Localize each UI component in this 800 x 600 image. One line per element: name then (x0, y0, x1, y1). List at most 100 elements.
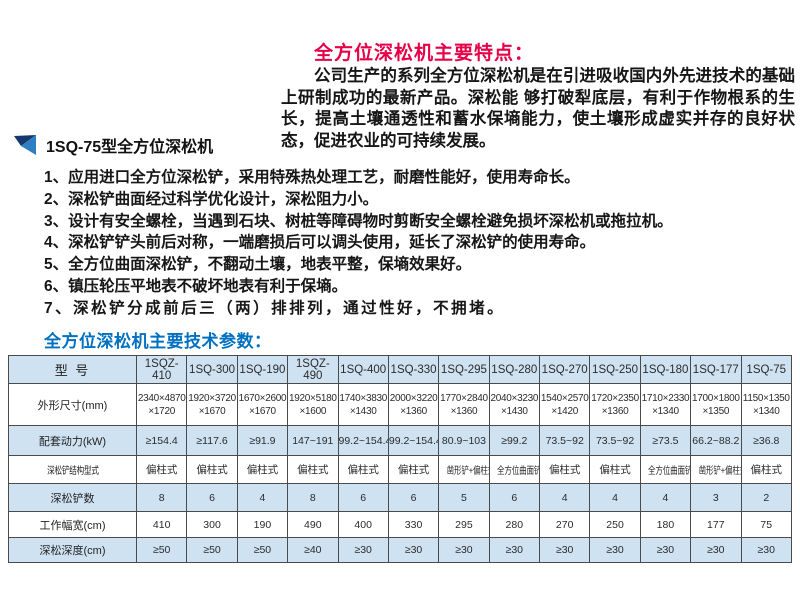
features-title: 全方位深松机主要特点： (314, 43, 535, 64)
spec-value-cell: ≥30 (740, 537, 792, 563)
spec-value-cell: 99.2~154.4 (387, 425, 440, 456)
spec-value-cell: 330 (387, 511, 440, 538)
spec-value-cell: ≥99.2 (488, 425, 541, 456)
row-label: 深松铲结构型式 (8, 455, 137, 484)
spec-value-cell: 490 (287, 511, 339, 538)
spec-value-cell: 偏柱式 (337, 455, 389, 484)
spec-value-cell: ≥50 (186, 537, 238, 563)
spec-value-cell: ≥36.8 (740, 425, 792, 456)
row-label-model: 型 号 (8, 355, 137, 384)
spec-value-cell: 偏柱式 (589, 455, 641, 484)
spec-value-cell: 190 (236, 511, 289, 538)
spec-value-cell: 295 (438, 511, 490, 538)
spec-value-cell: 1150×1350 ×1340 (740, 383, 792, 426)
spec-value-cell: 3 (690, 483, 742, 512)
spec-value-cell: ≥30 (589, 537, 641, 563)
spec-value-cell: 全方位曲面铲 (639, 455, 692, 484)
model-header: 1SQ-400 (337, 355, 389, 384)
model-header: 1SQ-295 (438, 355, 490, 384)
spec-value-cell: 6 (488, 483, 541, 512)
model-header: 1SQZ-490 (287, 355, 339, 384)
spec-value-cell: 180 (639, 511, 692, 538)
spec-value-cell: ≥30 (488, 537, 541, 563)
spec-value-cell: ≥50 (236, 537, 289, 563)
spec-value-cell: 偏柱式 (538, 455, 591, 484)
spec-value-cell: 80.9~103 (438, 425, 490, 456)
spec-value-cell: 99.2~154.4 (337, 425, 389, 456)
model-header: 1SQ-177 (690, 355, 742, 384)
row-label: 配套动力(kW) (8, 425, 137, 456)
spec-value-cell: 凿形铲+偏柱式 (438, 455, 490, 484)
row-label: 外形尺寸(mm) (8, 383, 137, 426)
specs-title: 全方位深松机主要技术参数： (44, 332, 272, 351)
spec-value-cell: 1740×3830 ×1430 (337, 383, 389, 426)
spec-value-cell: 偏柱式 (135, 455, 188, 484)
table-header-row: 型 号 1SQZ-410 1SQ-300 1SQ-190 1SQZ-490 1SQ-400… (8, 355, 792, 384)
spec-value-cell: 8 (287, 483, 339, 512)
spec-value-cell: 4 (589, 483, 641, 512)
spec-value-cell: 1770×2840 ×1360 (438, 383, 490, 426)
spec-value-cell: 偏柱式 (287, 455, 339, 484)
model-header: 1SQ-280 (488, 355, 541, 384)
product-name: 1SQ-75型全方位深松机 (46, 139, 214, 156)
feature-item-3: 3、设计有安全螺栓，当遇到石块、树桩等障碍物时剪断安全螺栓避免损坏深松机或拖拉机… (44, 212, 673, 230)
spec-value-cell: 280 (488, 511, 541, 538)
spec-value-cell: 177 (690, 511, 742, 538)
spec-value-cell: 1540×2570 ×1420 (538, 383, 591, 426)
feature-item-1: 1、应用进口全方位深松铲，采用特殊热处理工艺，耐磨性能好，使用寿命长。 (44, 169, 580, 186)
spec-value-cell: ≥73.5 (639, 425, 692, 456)
spec-value-cell: 73.5~92 (538, 425, 591, 456)
spec-value-cell: 6 (387, 483, 440, 512)
table-row: 外形尺寸(mm) 2340×4870 ×1720 1920×3720 ×1670 16… (8, 383, 792, 426)
spec-value-cell: 4 (639, 483, 692, 512)
spec-value-cell: 73.5~92 (589, 425, 641, 456)
spec-value-cell: 250 (589, 511, 641, 538)
spec-value-cell: 300 (186, 511, 238, 538)
feature-item-6: 6、镇压轮压平地表不破坏地表有利于保墒。 (44, 277, 348, 295)
spec-value-cell: 1710×2330 ×1340 (639, 383, 692, 426)
spec-value-cell: ≥50 (135, 537, 188, 563)
spec-value-cell: 2000×3220 ×1360 (387, 383, 440, 426)
table-row: 深松深度(cm) ≥50 ≥50 ≥50 ≥40 ≥30 ≥30 ≥30 ≥30 ≥30 ≥30 ≥3… (8, 537, 792, 563)
spec-value-cell: ≥117.6 (186, 425, 238, 456)
spec-value-cell: 偏柱式 (236, 455, 289, 484)
spec-value-cell: ≥40 (287, 537, 339, 563)
product-heading: 1SQ-75型全方位深松机 (14, 133, 213, 157)
row-label: 深松深度(cm) (8, 537, 137, 563)
spec-value-cell: 全方位曲面铲 (488, 455, 541, 484)
model-header: 1SQ-190 (236, 355, 289, 384)
row-label: 工作幅宽(cm) (8, 511, 137, 538)
spec-value-cell: 4 (538, 483, 591, 512)
model-header: 1SQ-300 (186, 355, 238, 384)
spec-value-cell: 1920×3720 ×1670 (186, 383, 238, 426)
spec-value-cell: ≥30 (538, 537, 591, 563)
spec-value-cell: 270 (538, 511, 591, 538)
feature-item-7: 7、深松铲分成前后三（两）排排列，通过性好，不拥堵。 (44, 299, 506, 317)
spec-value-cell: 1700×1800 ×1350 (690, 383, 742, 426)
feature-list: 1、应用进口全方位深松铲，采用特殊热处理工艺，耐磨性能好，使用寿命长。 2、深松铲… (44, 167, 784, 320)
spec-value-cell: 147~191 (287, 425, 339, 456)
spec-value-cell: 5 (438, 483, 490, 512)
table-row: 工作幅宽(cm) 410 300 190 490 400 330 295 280 270 250 18… (8, 511, 792, 538)
row-label: 深松铲数 (8, 483, 137, 512)
spec-value-cell: 2040×3230 ×1430 (488, 383, 541, 426)
model-header: 1SQ-180 (639, 355, 692, 384)
table-row: 深松铲数 8 6 4 8 6 6 5 6 4 4 4 3 2 (8, 483, 792, 512)
spec-value-cell: 2340×4870 ×1720 (135, 383, 188, 426)
spec-value-cell: 偏柱式 (387, 455, 440, 484)
feature-item-4: 4、深松铲铲头前后对称，一端磨损后可以调头使用，延长了深松铲的使用寿命。 (44, 234, 596, 252)
spec-value-cell: 1720×2350 ×1360 (589, 383, 641, 426)
spec-value-cell: ≥30 (438, 537, 490, 563)
model-header: 1SQ-270 (538, 355, 591, 384)
table-row: 配套动力(kW) ≥154.4 ≥117.6 ≥91.9 147~191 99.2~154… (8, 425, 792, 456)
spec-value-cell: ≥30 (639, 537, 692, 563)
spec-value-cell: 6 (186, 483, 238, 512)
feature-item-2: 2、深松铲曲面经过科学优化设计，深松阻力小。 (44, 190, 379, 208)
spec-value-cell: 410 (135, 511, 188, 538)
table-row: 深松铲结构型式偏柱式偏柱式偏柱式偏柱式偏柱式偏柱式凿形铲+偏柱式全方位曲面铲偏柱… (8, 455, 792, 484)
spec-value-cell: ≥30 (337, 537, 389, 563)
feature-item-5: 5、全方位曲面深松铲，不翻动土壤，地表平整，保墒效果好。 (44, 256, 472, 274)
model-header: 1SQ-250 (589, 355, 641, 384)
spec-value-cell: 2 (740, 483, 792, 512)
spec-value-cell: 6 (337, 483, 389, 512)
